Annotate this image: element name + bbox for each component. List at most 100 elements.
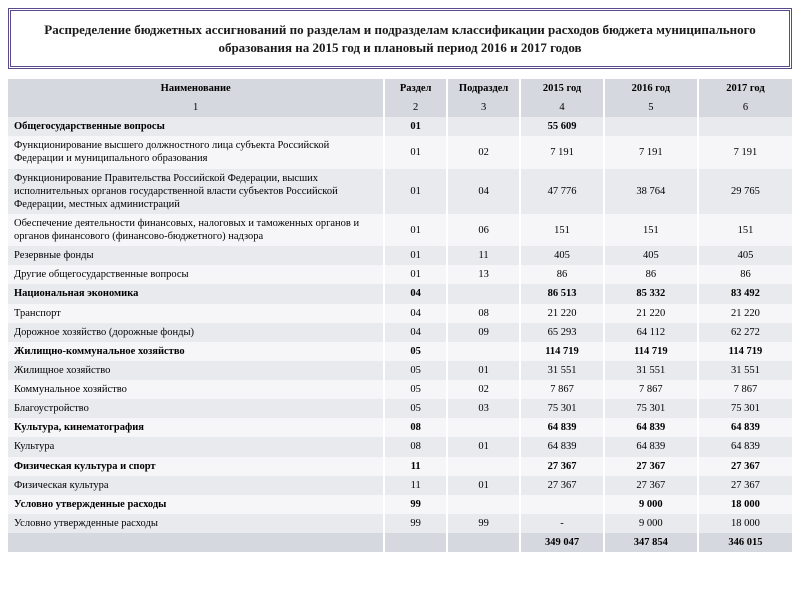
cell-raz: 05 xyxy=(384,399,447,418)
cell-y17: 18 000 xyxy=(698,514,792,533)
table-body: Общегосударственные вопросы0155 609Функц… xyxy=(8,117,792,533)
cell-y15: 151 xyxy=(520,214,604,246)
col-2017: 2017 год xyxy=(698,79,792,98)
cell-pod xyxy=(447,117,520,136)
cell-y16: 64 839 xyxy=(604,418,698,437)
cell-raz: 05 xyxy=(384,361,447,380)
cell-name: Коммунальное хозяйство xyxy=(8,380,384,399)
cell-pod: 02 xyxy=(447,380,520,399)
cell-y15: 64 839 xyxy=(520,418,604,437)
cell-raz: 05 xyxy=(384,342,447,361)
cell-y16: 38 764 xyxy=(604,169,698,214)
table-row: Национальная экономика0486 51385 33283 4… xyxy=(8,284,792,303)
cell-raz: 01 xyxy=(384,117,447,136)
cell-pod: 09 xyxy=(447,323,520,342)
cell-y17: 27 367 xyxy=(698,476,792,495)
col-2016: 2016 год xyxy=(604,79,698,98)
cell-raz: 01 xyxy=(384,136,447,168)
cell-raz: 01 xyxy=(384,214,447,246)
cell-raz: 11 xyxy=(384,476,447,495)
cell-y17: 114 719 xyxy=(698,342,792,361)
cell-pod xyxy=(447,284,520,303)
total-raz xyxy=(384,533,447,552)
table-row: Функционирование высшего должностного ли… xyxy=(8,136,792,168)
table-row: Физическая культура110127 36727 36727 36… xyxy=(8,476,792,495)
cell-y17: 151 xyxy=(698,214,792,246)
cell-y16: 114 719 xyxy=(604,342,698,361)
cell-pod: 01 xyxy=(447,361,520,380)
col-name: Наименование xyxy=(8,79,384,98)
cell-pod: 03 xyxy=(447,399,520,418)
table-row: Культура, кинематография0864 83964 83964… xyxy=(8,418,792,437)
cell-pod: 08 xyxy=(447,304,520,323)
cell-raz: 04 xyxy=(384,284,447,303)
cell-y15: 65 293 xyxy=(520,323,604,342)
cell-y15: 7 191 xyxy=(520,136,604,168)
cell-name: Благоустройство xyxy=(8,399,384,418)
table-row: Благоустройство050375 30175 30175 301 xyxy=(8,399,792,418)
cell-pod: 11 xyxy=(447,246,520,265)
col-razdel: Раздел xyxy=(384,79,447,98)
cell-y16: 85 332 xyxy=(604,284,698,303)
table-row: Жилищно-коммунальное хозяйство05114 7191… xyxy=(8,342,792,361)
cell-name: Физическая культура xyxy=(8,476,384,495)
cell-y15: 114 719 xyxy=(520,342,604,361)
table-header-row: Наименование Раздел Подраздел 2015 год 2… xyxy=(8,79,792,98)
table-total-row: 349 047 347 854 346 015 xyxy=(8,533,792,552)
cell-name: Резервные фонды xyxy=(8,246,384,265)
cell-y15: 405 xyxy=(520,246,604,265)
colnum-2: 2 xyxy=(384,98,447,117)
table-row: Условно утвержденные расходы9999-9 00018… xyxy=(8,514,792,533)
cell-y17: 83 492 xyxy=(698,284,792,303)
cell-y17: 64 839 xyxy=(698,437,792,456)
cell-raz: 08 xyxy=(384,437,447,456)
colnum-5: 5 xyxy=(604,98,698,117)
cell-y17: 21 220 xyxy=(698,304,792,323)
cell-name: Физическая культура и спорт xyxy=(8,457,384,476)
table-row: Условно утвержденные расходы999 00018 00… xyxy=(8,495,792,514)
cell-y15: 55 609 xyxy=(520,117,604,136)
colnum-6: 6 xyxy=(698,98,792,117)
total-name xyxy=(8,533,384,552)
cell-y15: 7 867 xyxy=(520,380,604,399)
cell-pod: 06 xyxy=(447,214,520,246)
cell-y17: 405 xyxy=(698,246,792,265)
cell-raz: 04 xyxy=(384,323,447,342)
cell-y15 xyxy=(520,495,604,514)
total-2015: 349 047 xyxy=(520,533,604,552)
cell-y17: 27 367 xyxy=(698,457,792,476)
cell-pod: 02 xyxy=(447,136,520,168)
cell-pod xyxy=(447,418,520,437)
cell-name: Культура xyxy=(8,437,384,456)
cell-y15: 27 367 xyxy=(520,457,604,476)
cell-y16: 9 000 xyxy=(604,495,698,514)
cell-y16: 405 xyxy=(604,246,698,265)
cell-name: Функционирование высшего должностного ли… xyxy=(8,136,384,168)
cell-pod: 01 xyxy=(447,437,520,456)
cell-y17: 86 xyxy=(698,265,792,284)
cell-y15: - xyxy=(520,514,604,533)
cell-y16: 31 551 xyxy=(604,361,698,380)
cell-y16: 7 191 xyxy=(604,136,698,168)
cell-y16: 64 112 xyxy=(604,323,698,342)
cell-y17: 31 551 xyxy=(698,361,792,380)
cell-y15: 86 xyxy=(520,265,604,284)
cell-pod: 99 xyxy=(447,514,520,533)
cell-name: Условно утвержденные расходы xyxy=(8,514,384,533)
total-2017: 346 015 xyxy=(698,533,792,552)
cell-name: Другие общегосударственные вопросы xyxy=(8,265,384,284)
cell-raz: 08 xyxy=(384,418,447,437)
cell-y17: 75 301 xyxy=(698,399,792,418)
cell-y17: 7 867 xyxy=(698,380,792,399)
title-box: Распределение бюджетных ассигнований по … xyxy=(8,8,792,69)
cell-y17 xyxy=(698,117,792,136)
cell-name: Транспорт xyxy=(8,304,384,323)
cell-name: Обеспечение деятельности финансовых, нал… xyxy=(8,214,384,246)
cell-y16 xyxy=(604,117,698,136)
table-row: Обеспечение деятельности финансовых, нал… xyxy=(8,214,792,246)
cell-y17: 64 839 xyxy=(698,418,792,437)
cell-y17: 7 191 xyxy=(698,136,792,168)
cell-name: Национальная экономика xyxy=(8,284,384,303)
table-row: Коммунальное хозяйство05027 8677 8677 86… xyxy=(8,380,792,399)
cell-y15: 47 776 xyxy=(520,169,604,214)
